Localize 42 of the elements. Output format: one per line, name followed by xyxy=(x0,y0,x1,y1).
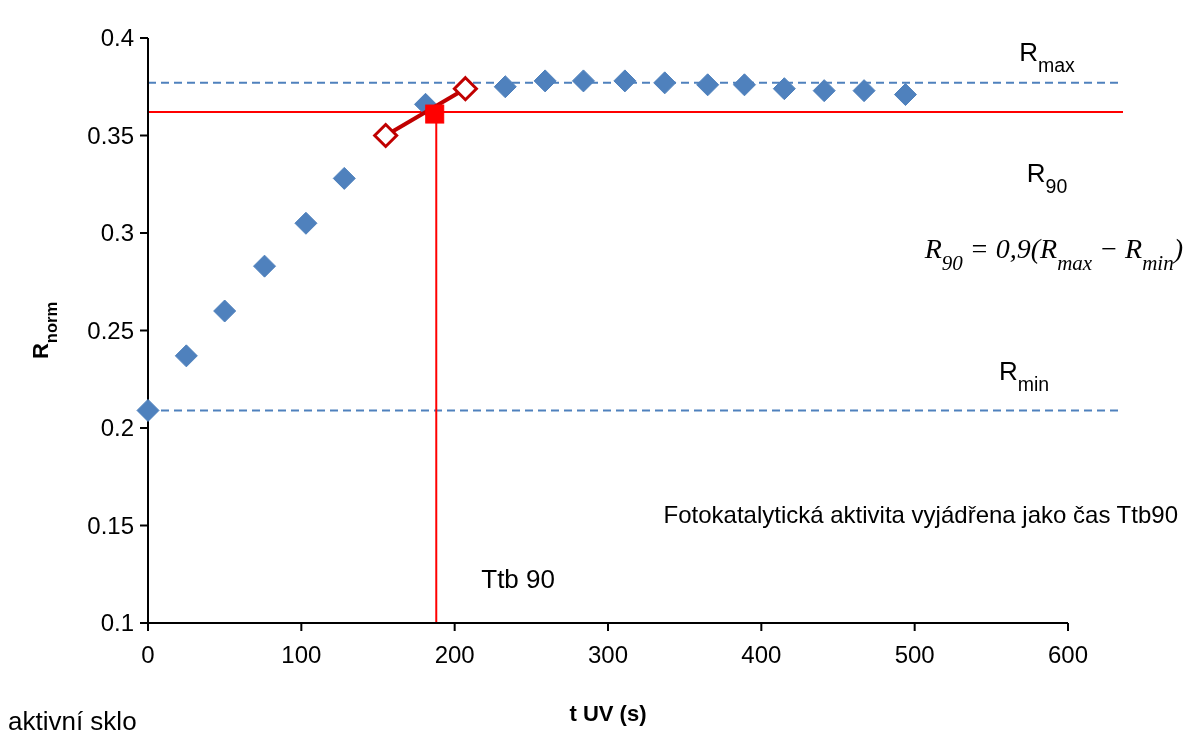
point xyxy=(653,71,677,95)
y-tick-label: 0.4 xyxy=(100,24,134,52)
point xyxy=(425,104,445,124)
point xyxy=(452,76,478,102)
point xyxy=(571,69,595,93)
point xyxy=(373,123,399,148)
y-tick-label: 0.35 xyxy=(87,121,134,149)
annotation: Ttb 90 xyxy=(481,564,555,594)
point xyxy=(852,79,876,103)
point xyxy=(493,75,517,99)
annotation: R$_{min}$ xyxy=(998,356,1050,396)
x-axis-title: t UV (s) xyxy=(569,701,647,726)
point xyxy=(696,73,720,97)
y-tick-label: 0.15 xyxy=(87,511,134,539)
annotation: R$_{90}$ = 0,9(R$_{max}$ − R$_{min}$) xyxy=(923,233,1183,275)
annotation: Fotokatalytická aktivita vyjádřena jako čas Ttb90 xyxy=(663,501,1178,528)
x-tick-label: 100 xyxy=(281,641,322,668)
x-tick-label: 0 xyxy=(141,641,155,668)
point xyxy=(213,299,237,323)
point xyxy=(174,344,198,368)
point xyxy=(332,166,356,190)
point xyxy=(893,83,917,107)
x-tick-label: 500 xyxy=(894,641,935,668)
text: aktivní sklo xyxy=(8,706,137,736)
annotation: R$_{90}$ xyxy=(1026,158,1068,198)
x-tick-label: 600 xyxy=(1047,641,1089,668)
y-tick-label: 0.1 xyxy=(100,609,134,637)
point xyxy=(533,69,557,93)
y-tick-label: 0.25 xyxy=(87,316,134,344)
x-tick-label: 300 xyxy=(587,641,629,668)
point xyxy=(812,79,836,103)
point xyxy=(136,398,160,422)
point xyxy=(294,211,318,235)
point xyxy=(772,77,796,101)
point xyxy=(253,254,277,278)
y-tick-label: 0.2 xyxy=(100,414,134,442)
point xyxy=(613,69,637,93)
y-tick-label: 0.3 xyxy=(100,219,134,247)
point xyxy=(732,73,756,97)
annotation: R$_{max}$ xyxy=(1019,36,1076,76)
x-tick-label: 200 xyxy=(434,641,475,668)
x-tick-label: 400 xyxy=(741,641,782,668)
